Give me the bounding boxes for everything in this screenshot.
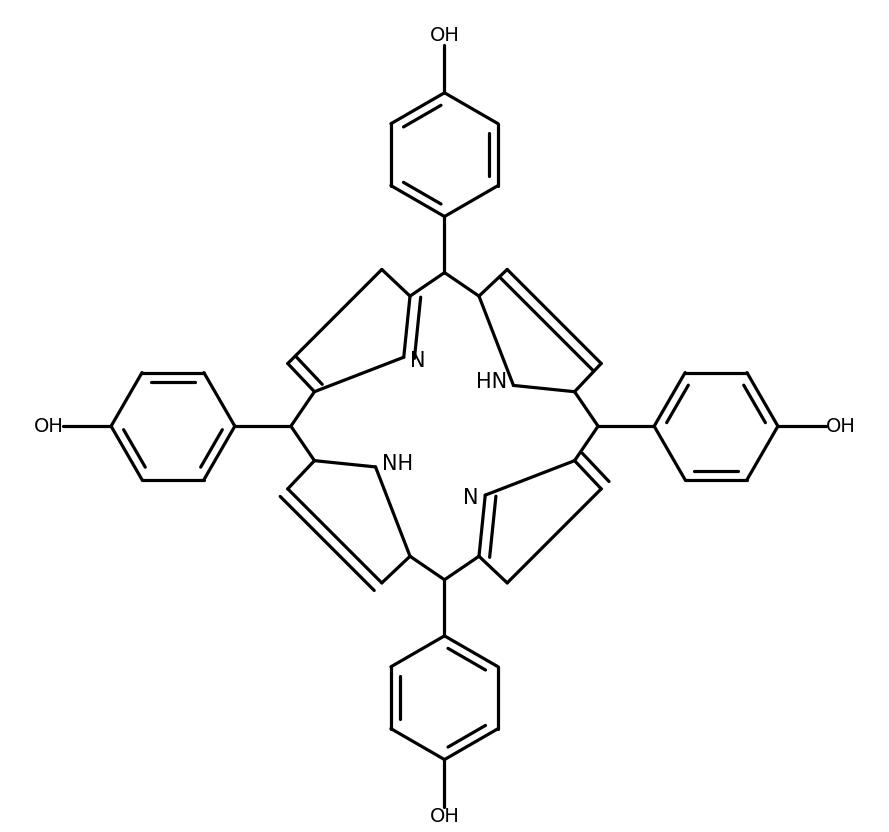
Text: OH: OH [429, 807, 460, 826]
Text: NH: NH [382, 453, 413, 473]
Text: OH: OH [429, 26, 460, 45]
Text: OH: OH [34, 417, 63, 436]
Text: HN: HN [476, 372, 507, 392]
Text: N: N [411, 350, 426, 370]
Text: N: N [463, 488, 478, 508]
Text: OH: OH [826, 417, 855, 436]
